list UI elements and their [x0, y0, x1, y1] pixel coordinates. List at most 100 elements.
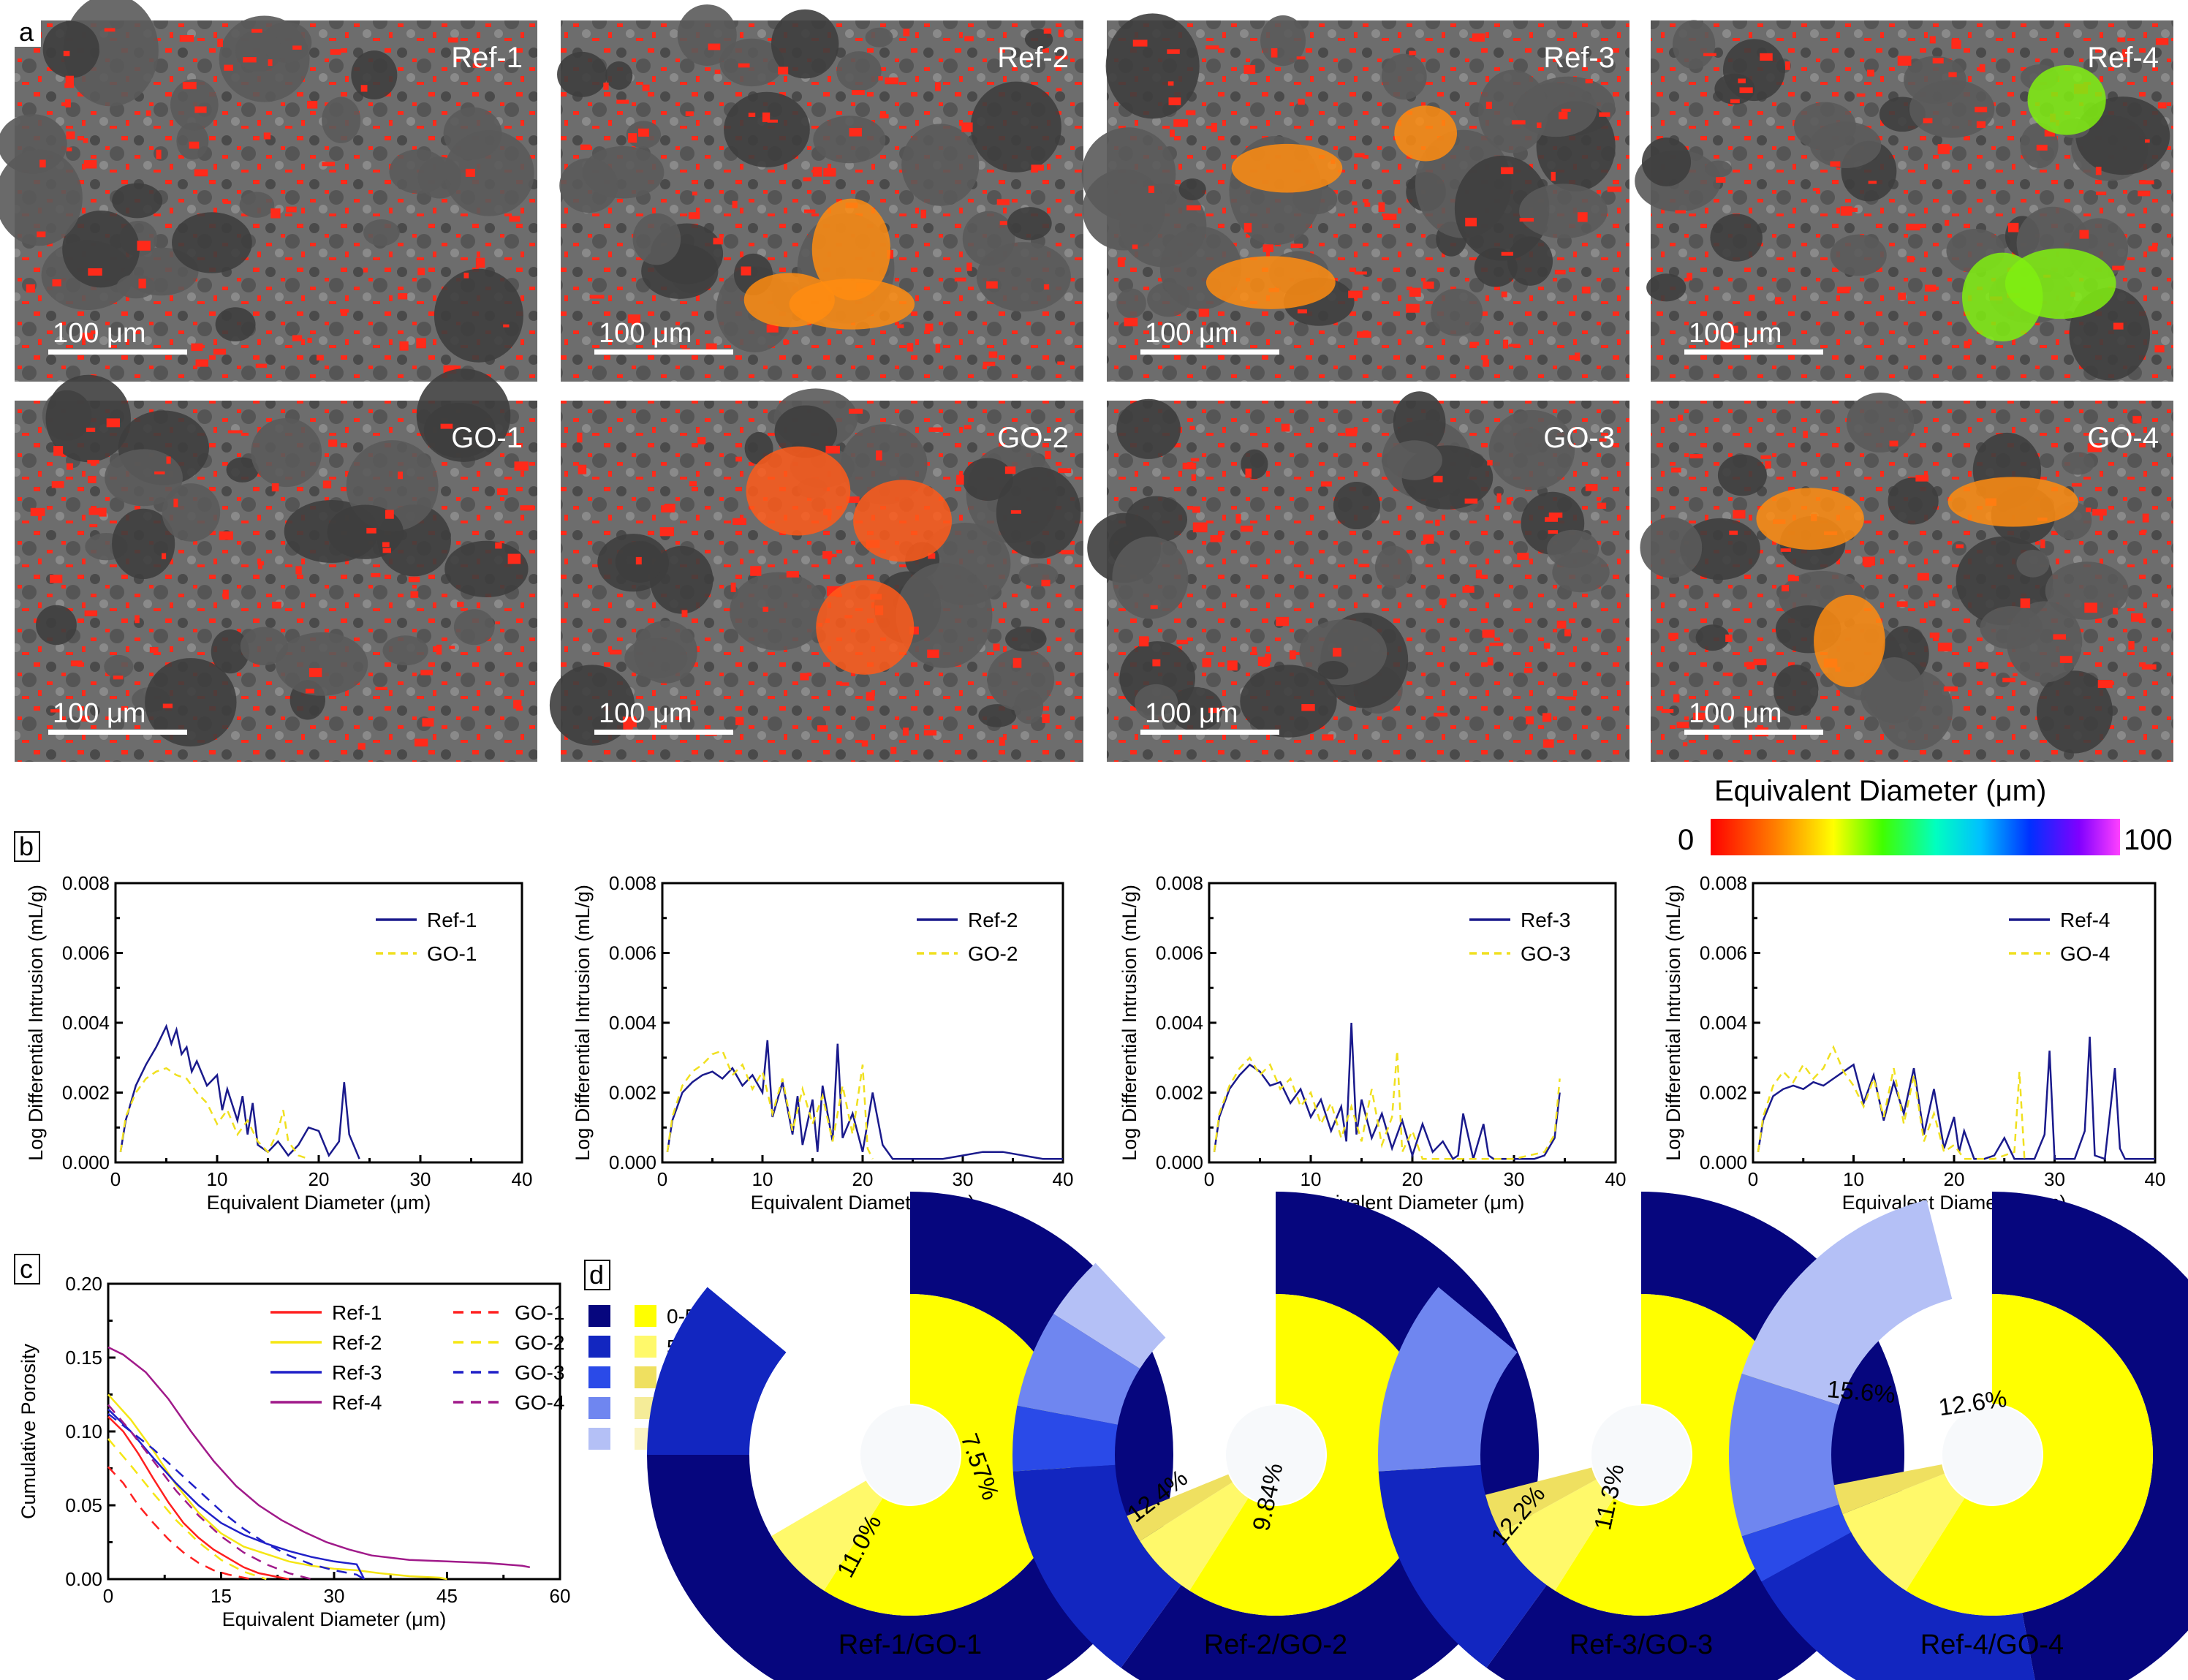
- y-tick-label: 0.002: [1700, 1082, 1747, 1104]
- sem-pore: [836, 738, 842, 743]
- sem-particle: [1474, 247, 1518, 287]
- sem-pore: [1485, 102, 1492, 109]
- sem-pore: [1364, 203, 1371, 207]
- sem-pore: [408, 576, 420, 583]
- sem-pore: [1760, 53, 1773, 61]
- sem-pore: [1265, 654, 1272, 662]
- sem-pore: [1716, 177, 1726, 183]
- sem-pore: [2059, 656, 2072, 663]
- sem-particle: [1386, 440, 1442, 480]
- sem-pore: [1943, 686, 1958, 692]
- scale-bar: [1140, 349, 1279, 355]
- sem-pore: [1937, 643, 1953, 652]
- legend-yellow-swatch: [635, 1305, 656, 1327]
- x-tick-label: 30: [2044, 1168, 2065, 1190]
- sem-pore: [1176, 640, 1189, 645]
- x-tick-label: 0: [1204, 1168, 1214, 1190]
- sem-pore: [104, 28, 116, 32]
- sem-pore: [993, 643, 1000, 651]
- sem-pore: [1687, 273, 1692, 281]
- sem-pore: [1132, 244, 1138, 249]
- sem-pore: [1703, 53, 1716, 56]
- y-tick-label: 0.000: [1700, 1151, 1747, 1173]
- sem-particle: [1695, 624, 1730, 651]
- sem-pore: [1730, 99, 1740, 104]
- sem-pore: [375, 686, 388, 691]
- sem-pore: [2131, 613, 2143, 622]
- sem-pore: [360, 85, 368, 92]
- sem-pore: [732, 200, 738, 208]
- sem-pore: [1409, 287, 1421, 297]
- sem-pore: [222, 589, 229, 599]
- sem-pore: [1543, 643, 1551, 649]
- sem-pore: [1345, 428, 1358, 436]
- sem-pore: [87, 459, 99, 464]
- outer-slice-50-100: [1761, 1532, 2035, 1680]
- sem-pore: [1785, 61, 1790, 70]
- sem-pore: [2013, 673, 2018, 676]
- sem-pore: [1673, 694, 1680, 703]
- colorbar-gradient: [1711, 819, 2120, 855]
- y-tick-label: 0.006: [1700, 942, 1747, 964]
- sem-pore: [1290, 243, 1303, 249]
- sem-pore: [1746, 662, 1755, 670]
- sem-particle: [2036, 670, 2113, 754]
- x-tick-label: 20: [852, 1168, 874, 1190]
- sem-pore: [1276, 616, 1290, 627]
- legend-yellow-swatch: [635, 1336, 656, 1358]
- sem-pore: [964, 36, 974, 42]
- sem-pore: [1472, 33, 1485, 42]
- sem-particle: [1888, 477, 1939, 525]
- sem-pore: [1423, 534, 1434, 544]
- sem-pore: [1243, 64, 1256, 75]
- legend-label: GO-2: [515, 1331, 564, 1354]
- sem-pore: [194, 106, 207, 113]
- sem-pore: [292, 335, 303, 341]
- sem-particle: [836, 51, 882, 91]
- sem-pore: [852, 89, 865, 95]
- sem-particle: [1135, 684, 1178, 721]
- sem-pore: [65, 75, 74, 86]
- sem-pore: [307, 100, 318, 109]
- sem-particle: [351, 50, 398, 99]
- x-tick-label: 30: [953, 1168, 974, 1190]
- sem-pore: [463, 272, 469, 279]
- sem-pore: [762, 112, 771, 123]
- sem-particle: [1116, 398, 1181, 459]
- sem-pore: [1056, 88, 1062, 91]
- panel-tag-c-box: [14, 1254, 40, 1284]
- inner-slice-0-50: [1189, 1294, 1436, 1616]
- sem-pore: [1211, 122, 1217, 132]
- sem-particle: [226, 457, 259, 483]
- sem-pore: [1190, 458, 1200, 462]
- sem-pore: [2148, 246, 2158, 252]
- sem-large-pore: [816, 580, 915, 675]
- sem-pore: [730, 582, 736, 593]
- panel-tag-c: c: [20, 1254, 33, 1284]
- sem-pore: [1150, 605, 1158, 610]
- sem-pore: [330, 49, 341, 55]
- sem-pore: [1511, 120, 1526, 125]
- sem-particle: [730, 572, 828, 651]
- colorbar-title: Equivalent Diameter (μm): [1714, 775, 2046, 807]
- sem-pore: [840, 682, 849, 686]
- sem-pore: [733, 518, 746, 526]
- sem-pore: [1271, 48, 1278, 58]
- outer-slice-100-150: [1012, 1405, 1118, 1472]
- panel-tag-d: d: [589, 1260, 604, 1290]
- sem-pore: [1182, 462, 1197, 469]
- legend-yellow-swatch: [635, 1366, 656, 1388]
- sem-particle: [771, 9, 839, 79]
- sem-pore: [270, 208, 281, 219]
- sem-pore: [305, 688, 314, 694]
- sem-pore: [1449, 637, 1457, 641]
- sem-pore: [371, 572, 381, 578]
- sem-pore: [1837, 287, 1850, 294]
- sem-pore: [514, 461, 529, 471]
- sem-particle: [632, 213, 681, 265]
- sem-pore: [1173, 119, 1189, 127]
- sem-pore: [1975, 106, 1988, 113]
- sem-pore: [295, 566, 302, 575]
- sem-particle: [1240, 665, 1337, 738]
